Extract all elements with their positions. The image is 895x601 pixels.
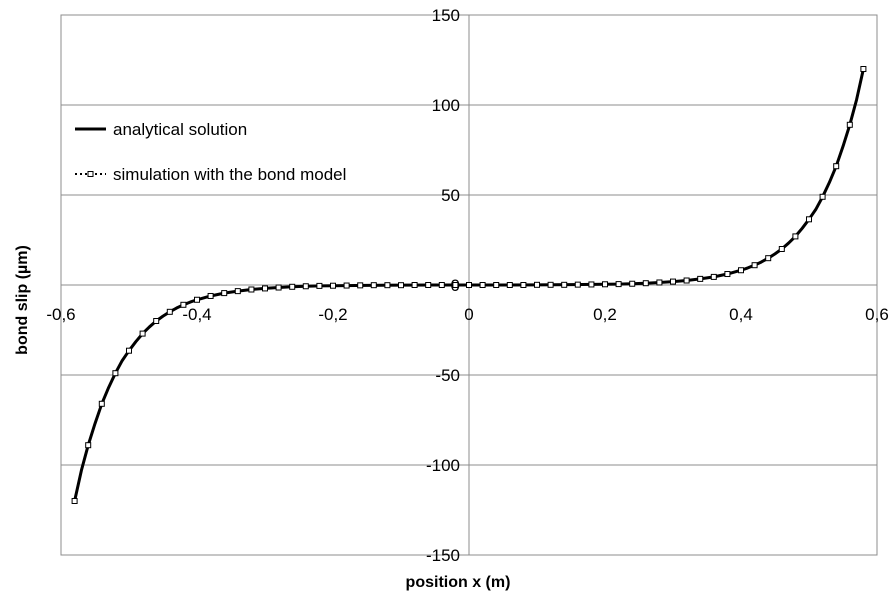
data-point-simulation — [683, 277, 690, 284]
data-point-simulation — [765, 255, 772, 262]
data-point-simulation — [98, 400, 105, 407]
y-tick-label: 100 — [432, 96, 460, 115]
x-tick-label: 0 — [464, 305, 473, 324]
x-tick-label: 0,4 — [729, 305, 753, 324]
data-point-simulation — [71, 498, 78, 504]
data-point-simulation — [466, 282, 472, 288]
data-point-simulation — [792, 233, 799, 240]
legend: analytical solution simulation with the … — [75, 120, 346, 184]
data-point-simulation — [207, 292, 214, 299]
data-point-simulation — [479, 282, 486, 288]
data-point-simulation — [602, 281, 608, 288]
data-point-simulation — [806, 216, 812, 223]
data-point-simulation — [778, 246, 785, 252]
data-point-simulation — [860, 66, 867, 72]
data-point-simulation — [234, 288, 241, 295]
data-point-simulation — [398, 282, 404, 289]
data-point-simulation — [629, 280, 636, 287]
data-point-simulation — [262, 285, 268, 292]
data-point-simulation — [289, 283, 296, 290]
data-point-simulation — [615, 281, 622, 288]
data-point-simulation — [738, 267, 744, 274]
data-point-simulation — [697, 275, 704, 282]
data-point-simulation — [588, 281, 595, 288]
data-point-simulation — [343, 282, 350, 289]
data-point-simulation — [846, 121, 853, 128]
data-point-simulation — [561, 281, 568, 288]
y-tick-label: 150 — [432, 6, 460, 25]
y-tick-label: -100 — [426, 456, 460, 475]
series-layer — [71, 66, 867, 504]
data-point-simulation — [833, 163, 840, 170]
data-point-simulation — [357, 282, 364, 289]
data-point-simulation — [370, 282, 377, 289]
data-point-simulation — [112, 370, 119, 377]
data-point-simulation — [520, 282, 527, 288]
data-point-simulation — [724, 271, 731, 278]
data-point-simulation — [751, 262, 758, 269]
data-point-simulation — [180, 301, 187, 308]
data-point-simulation — [493, 282, 500, 288]
x-tick-label: -0,6 — [46, 305, 75, 324]
data-point-simulation — [656, 279, 663, 286]
data-point-simulation — [574, 281, 581, 288]
data-point-simulation — [819, 193, 826, 200]
x-axis-title: position x (m) — [406, 574, 511, 591]
data-point-simulation — [425, 282, 432, 288]
y-tick-label: -150 — [426, 546, 460, 565]
y-tick-label: -50 — [435, 366, 460, 385]
data-point-simulation — [710, 273, 717, 280]
data-point-simulation — [547, 281, 554, 288]
data-point-simulation — [194, 296, 200, 303]
x-tick-label: 0,6 — [865, 305, 889, 324]
data-point-simulation — [126, 347, 132, 354]
x-tick-label: -0,4 — [182, 305, 211, 324]
data-point-simulation — [85, 442, 92, 449]
data-point-simulation — [534, 281, 540, 288]
data-point-simulation — [302, 283, 309, 290]
data-point-simulation — [221, 290, 228, 297]
data-point-simulation — [670, 278, 676, 285]
x-tick-label: 0,2 — [593, 305, 617, 324]
legend-label-simulation: simulation with the bond model — [113, 165, 346, 184]
data-point-simulation — [642, 280, 649, 287]
legend-label-analytical: analytical solution — [113, 120, 247, 139]
x-tick-label: -0,2 — [318, 305, 347, 324]
data-point-simulation — [411, 282, 418, 288]
y-tick-label: 50 — [441, 186, 460, 205]
data-point-simulation — [316, 282, 323, 289]
data-point-simulation — [506, 282, 513, 288]
legend-marker-simulation — [87, 171, 94, 177]
data-point-simulation — [153, 318, 160, 324]
data-point-simulation — [384, 282, 391, 289]
data-point-simulation — [452, 282, 459, 288]
y-axis-title: bond slip (µm) — [14, 245, 31, 355]
data-point-simulation — [438, 282, 445, 288]
data-point-simulation — [275, 284, 282, 291]
data-point-simulation — [139, 330, 146, 337]
data-point-simulation — [166, 308, 173, 315]
tick-labels: -150-100-50050100150-0,6-0,4-0,200,20,40… — [46, 6, 888, 565]
data-point-simulation — [330, 282, 336, 289]
data-point-simulation — [248, 286, 255, 293]
